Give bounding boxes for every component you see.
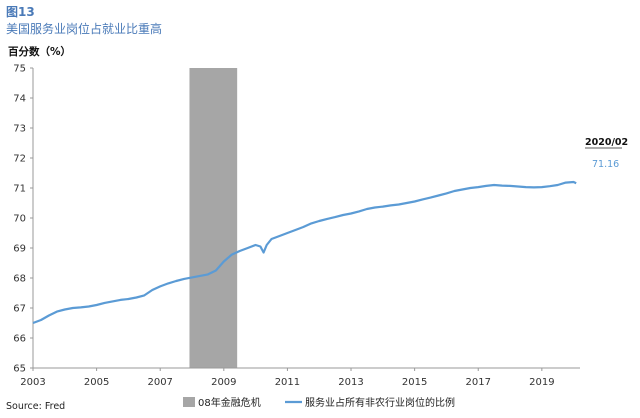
y-tick-label: 66 bbox=[13, 334, 26, 345]
x-tick-label: 2007 bbox=[147, 377, 172, 388]
x-tick-label: 2017 bbox=[466, 377, 491, 388]
y-tick-label: 71 bbox=[13, 184, 26, 195]
y-tick-label: 69 bbox=[13, 244, 26, 255]
annotation-date: 2020/02 bbox=[585, 137, 628, 148]
crisis-shaded-region bbox=[189, 68, 238, 368]
legend-label-crisis: 08年金融危机 bbox=[198, 396, 261, 409]
chart-title: 美国服务业岗位占就业比重高 bbox=[6, 22, 163, 36]
y-tick-label: 75 bbox=[13, 64, 26, 75]
series-line bbox=[32, 180, 577, 325]
legend: 08年金融危机 服务业占所有非农行业岗位的比例 bbox=[183, 396, 455, 409]
y-tick-label: 70 bbox=[13, 214, 26, 225]
series-group bbox=[32, 180, 577, 325]
x-tick-label: 2005 bbox=[84, 377, 109, 388]
y-tick-label: 72 bbox=[13, 154, 26, 165]
x-tick-label: 2009 bbox=[211, 377, 236, 388]
x-ticks-group: 2003 2005 2007 2009 2011 2013 2015 2017 2019 bbox=[20, 368, 555, 388]
x-tick-label: 2003 bbox=[20, 377, 45, 388]
y-tick-label: 73 bbox=[13, 124, 26, 135]
x-tick-label: 2019 bbox=[529, 377, 554, 388]
y-tick-label: 67 bbox=[13, 304, 26, 315]
figure-label: 图13 bbox=[6, 5, 35, 19]
source-note: Source: Fred bbox=[6, 401, 66, 412]
x-tick-label: 2013 bbox=[338, 377, 363, 388]
annotation-group: 2020/02 71.16 bbox=[585, 137, 628, 170]
x-tick-label: 2011 bbox=[275, 377, 300, 388]
axes-group bbox=[32, 68, 580, 369]
y-tick-label: 68 bbox=[13, 274, 26, 285]
y-ticks-group: 65 66 67 68 69 70 71 72 73 74 75 bbox=[13, 64, 33, 375]
annotation-value: 71.16 bbox=[592, 159, 619, 170]
legend-label-series: 服务业占所有非农行业岗位的比例 bbox=[305, 396, 455, 409]
y-tick-label: 74 bbox=[13, 94, 26, 105]
y-axis-label: 百分数（%） bbox=[8, 46, 72, 58]
x-tick-label: 2015 bbox=[402, 377, 427, 388]
legend-swatch-crisis bbox=[183, 397, 195, 407]
crisis-shaded-region-group bbox=[189, 68, 238, 368]
y-tick-label: 65 bbox=[13, 364, 26, 375]
